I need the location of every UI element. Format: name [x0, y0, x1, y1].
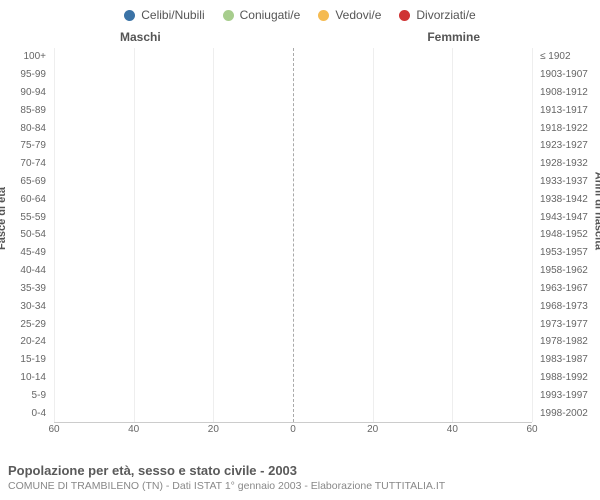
legend-label: Divorziati/e — [416, 8, 475, 22]
age-tick: 15-19 — [0, 351, 50, 369]
age-row — [54, 262, 532, 280]
y-axis-left: 0-45-910-1415-1920-2425-2930-3435-3940-4… — [0, 48, 50, 422]
header-female: Femmine — [427, 30, 480, 44]
age-row — [54, 101, 532, 119]
age-row — [54, 137, 532, 155]
birth-tick: 1953-1957 — [536, 244, 600, 262]
bar-rows — [54, 48, 532, 422]
header-male: Maschi — [120, 30, 161, 44]
age-row — [54, 48, 532, 66]
birth-tick: 1978-1982 — [536, 333, 600, 351]
legend-swatch — [399, 10, 410, 21]
age-row — [54, 280, 532, 298]
population-pyramid-chart: Celibi/Nubili Coniugati/e Vedovi/e Divorzia… — [0, 0, 600, 500]
age-row — [54, 351, 532, 369]
age-tick: 35-39 — [0, 280, 50, 298]
age-row — [54, 208, 532, 226]
age-row — [54, 297, 532, 315]
x-tick: 40 — [128, 424, 139, 435]
chart-subtitle: COMUNE DI TRAMBILENO (TN) - Dati ISTAT 1… — [8, 480, 592, 492]
legend-swatch — [124, 10, 135, 21]
age-row — [54, 404, 532, 422]
chart-footer: Popolazione per età, sesso e stato civil… — [8, 463, 592, 492]
age-row — [54, 173, 532, 191]
age-tick: 0-4 — [0, 404, 50, 422]
birth-tick: 1908-1912 — [536, 84, 600, 102]
plot-area — [54, 48, 532, 422]
age-row — [54, 190, 532, 208]
legend-item: Celibi/Nubili — [124, 8, 204, 22]
birth-tick: 1943-1947 — [536, 208, 600, 226]
age-tick: 85-89 — [0, 101, 50, 119]
birth-tick: ≤ 1902 — [536, 48, 600, 66]
legend: Celibi/Nubili Coniugati/e Vedovi/e Divorzia… — [0, 0, 600, 22]
age-tick: 80-84 — [0, 119, 50, 137]
x-tick: 0 — [290, 424, 296, 435]
age-tick: 100+ — [0, 48, 50, 66]
age-tick: 95-99 — [0, 66, 50, 84]
gridline — [532, 48, 533, 422]
legend-item: Vedovi/e — [318, 8, 381, 22]
age-tick: 50-54 — [0, 226, 50, 244]
legend-label: Celibi/Nubili — [141, 8, 204, 22]
age-row — [54, 66, 532, 84]
birth-tick: 1913-1917 — [536, 101, 600, 119]
age-tick: 60-64 — [0, 190, 50, 208]
y-axis-right: 1998-20021993-19971988-19921983-19871978… — [536, 48, 600, 422]
age-row — [54, 84, 532, 102]
legend-label: Vedovi/e — [335, 8, 381, 22]
x-baseline — [54, 422, 532, 423]
birth-tick: 1958-1962 — [536, 262, 600, 280]
x-tick: 60 — [526, 424, 537, 435]
age-tick: 75-79 — [0, 137, 50, 155]
age-tick: 45-49 — [0, 244, 50, 262]
legend-swatch — [318, 10, 329, 21]
x-tick: 60 — [48, 424, 59, 435]
birth-tick: 1983-1987 — [536, 351, 600, 369]
birth-tick: 1998-2002 — [536, 404, 600, 422]
age-tick: 25-29 — [0, 315, 50, 333]
birth-tick: 1938-1942 — [536, 190, 600, 208]
age-row — [54, 119, 532, 137]
age-row — [54, 226, 532, 244]
age-row — [54, 386, 532, 404]
birth-tick: 1973-1977 — [536, 315, 600, 333]
age-row — [54, 244, 532, 262]
age-tick: 10-14 — [0, 369, 50, 387]
age-tick: 70-74 — [0, 155, 50, 173]
age-tick: 30-34 — [0, 297, 50, 315]
age-row — [54, 369, 532, 387]
x-tick: 20 — [208, 424, 219, 435]
age-tick: 40-44 — [0, 262, 50, 280]
age-tick: 90-94 — [0, 84, 50, 102]
birth-tick: 1948-1952 — [536, 226, 600, 244]
birth-tick: 1923-1927 — [536, 137, 600, 155]
legend-item: Divorziati/e — [399, 8, 475, 22]
legend-label: Coniugati/e — [240, 8, 301, 22]
age-row — [54, 155, 532, 173]
birth-tick: 1918-1922 — [536, 119, 600, 137]
chart-title: Popolazione per età, sesso e stato civil… — [8, 463, 592, 478]
birth-tick: 1993-1997 — [536, 386, 600, 404]
age-tick: 65-69 — [0, 173, 50, 191]
birth-tick: 1968-1973 — [536, 297, 600, 315]
age-tick: 20-24 — [0, 333, 50, 351]
age-row — [54, 333, 532, 351]
age-tick: 5-9 — [0, 386, 50, 404]
age-row — [54, 315, 532, 333]
legend-swatch — [223, 10, 234, 21]
age-tick: 55-59 — [0, 208, 50, 226]
x-tick: 40 — [447, 424, 458, 435]
birth-tick: 1928-1932 — [536, 155, 600, 173]
birth-tick: 1933-1937 — [536, 173, 600, 191]
legend-item: Coniugati/e — [223, 8, 301, 22]
x-tick: 20 — [367, 424, 378, 435]
birth-tick: 1903-1907 — [536, 66, 600, 84]
birth-tick: 1988-1992 — [536, 369, 600, 387]
birth-tick: 1963-1967 — [536, 280, 600, 298]
x-axis: 6040200204060 — [54, 424, 532, 438]
